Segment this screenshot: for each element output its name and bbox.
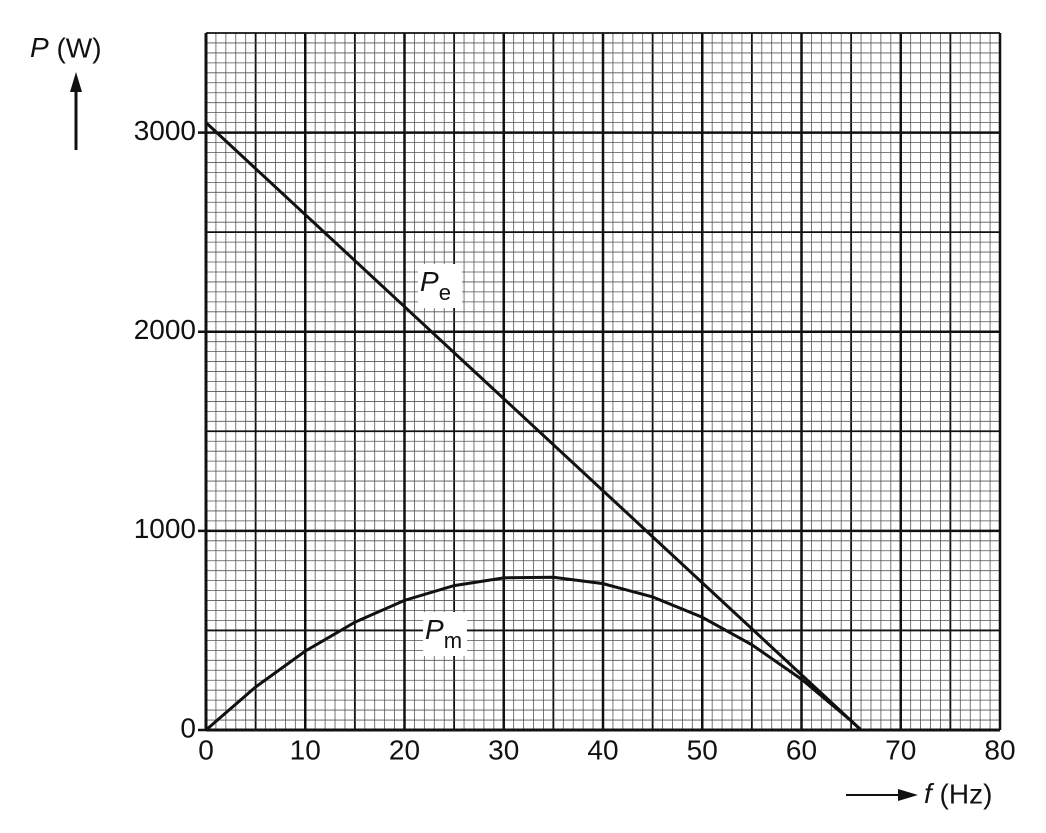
- x-tick-label: 50: [687, 734, 718, 765]
- x-tick-label: 30: [488, 734, 519, 765]
- y-tick-label: 0: [180, 712, 196, 743]
- series-label-bg: [423, 612, 467, 656]
- series-label: Pm: [425, 614, 462, 652]
- x-tick-label: 10: [290, 734, 321, 765]
- x-tick-label: 0: [198, 734, 214, 765]
- series-line: [204, 121, 863, 732]
- x-tick-label: 80: [984, 734, 1015, 765]
- series-label-bg: [418, 264, 462, 308]
- x-tick-label: 20: [389, 734, 420, 765]
- y-tick-label: 1000: [134, 513, 196, 544]
- x-axis-arrowhead: [898, 789, 918, 801]
- x-tick-label: 60: [786, 734, 817, 765]
- x-tick-label: 40: [587, 734, 618, 765]
- x-tick-label: 70: [885, 734, 916, 765]
- y-tick-label: 2000: [134, 314, 196, 345]
- grid: [198, 32, 1002, 732]
- series-line: [205, 575, 863, 732]
- x-axis-label: f (Hz): [924, 778, 992, 809]
- y-tick-label: 3000: [134, 115, 196, 146]
- y-axis-label: P (W): [30, 32, 102, 63]
- y-axis-arrowhead: [70, 72, 82, 92]
- series-label: Pe: [420, 266, 451, 304]
